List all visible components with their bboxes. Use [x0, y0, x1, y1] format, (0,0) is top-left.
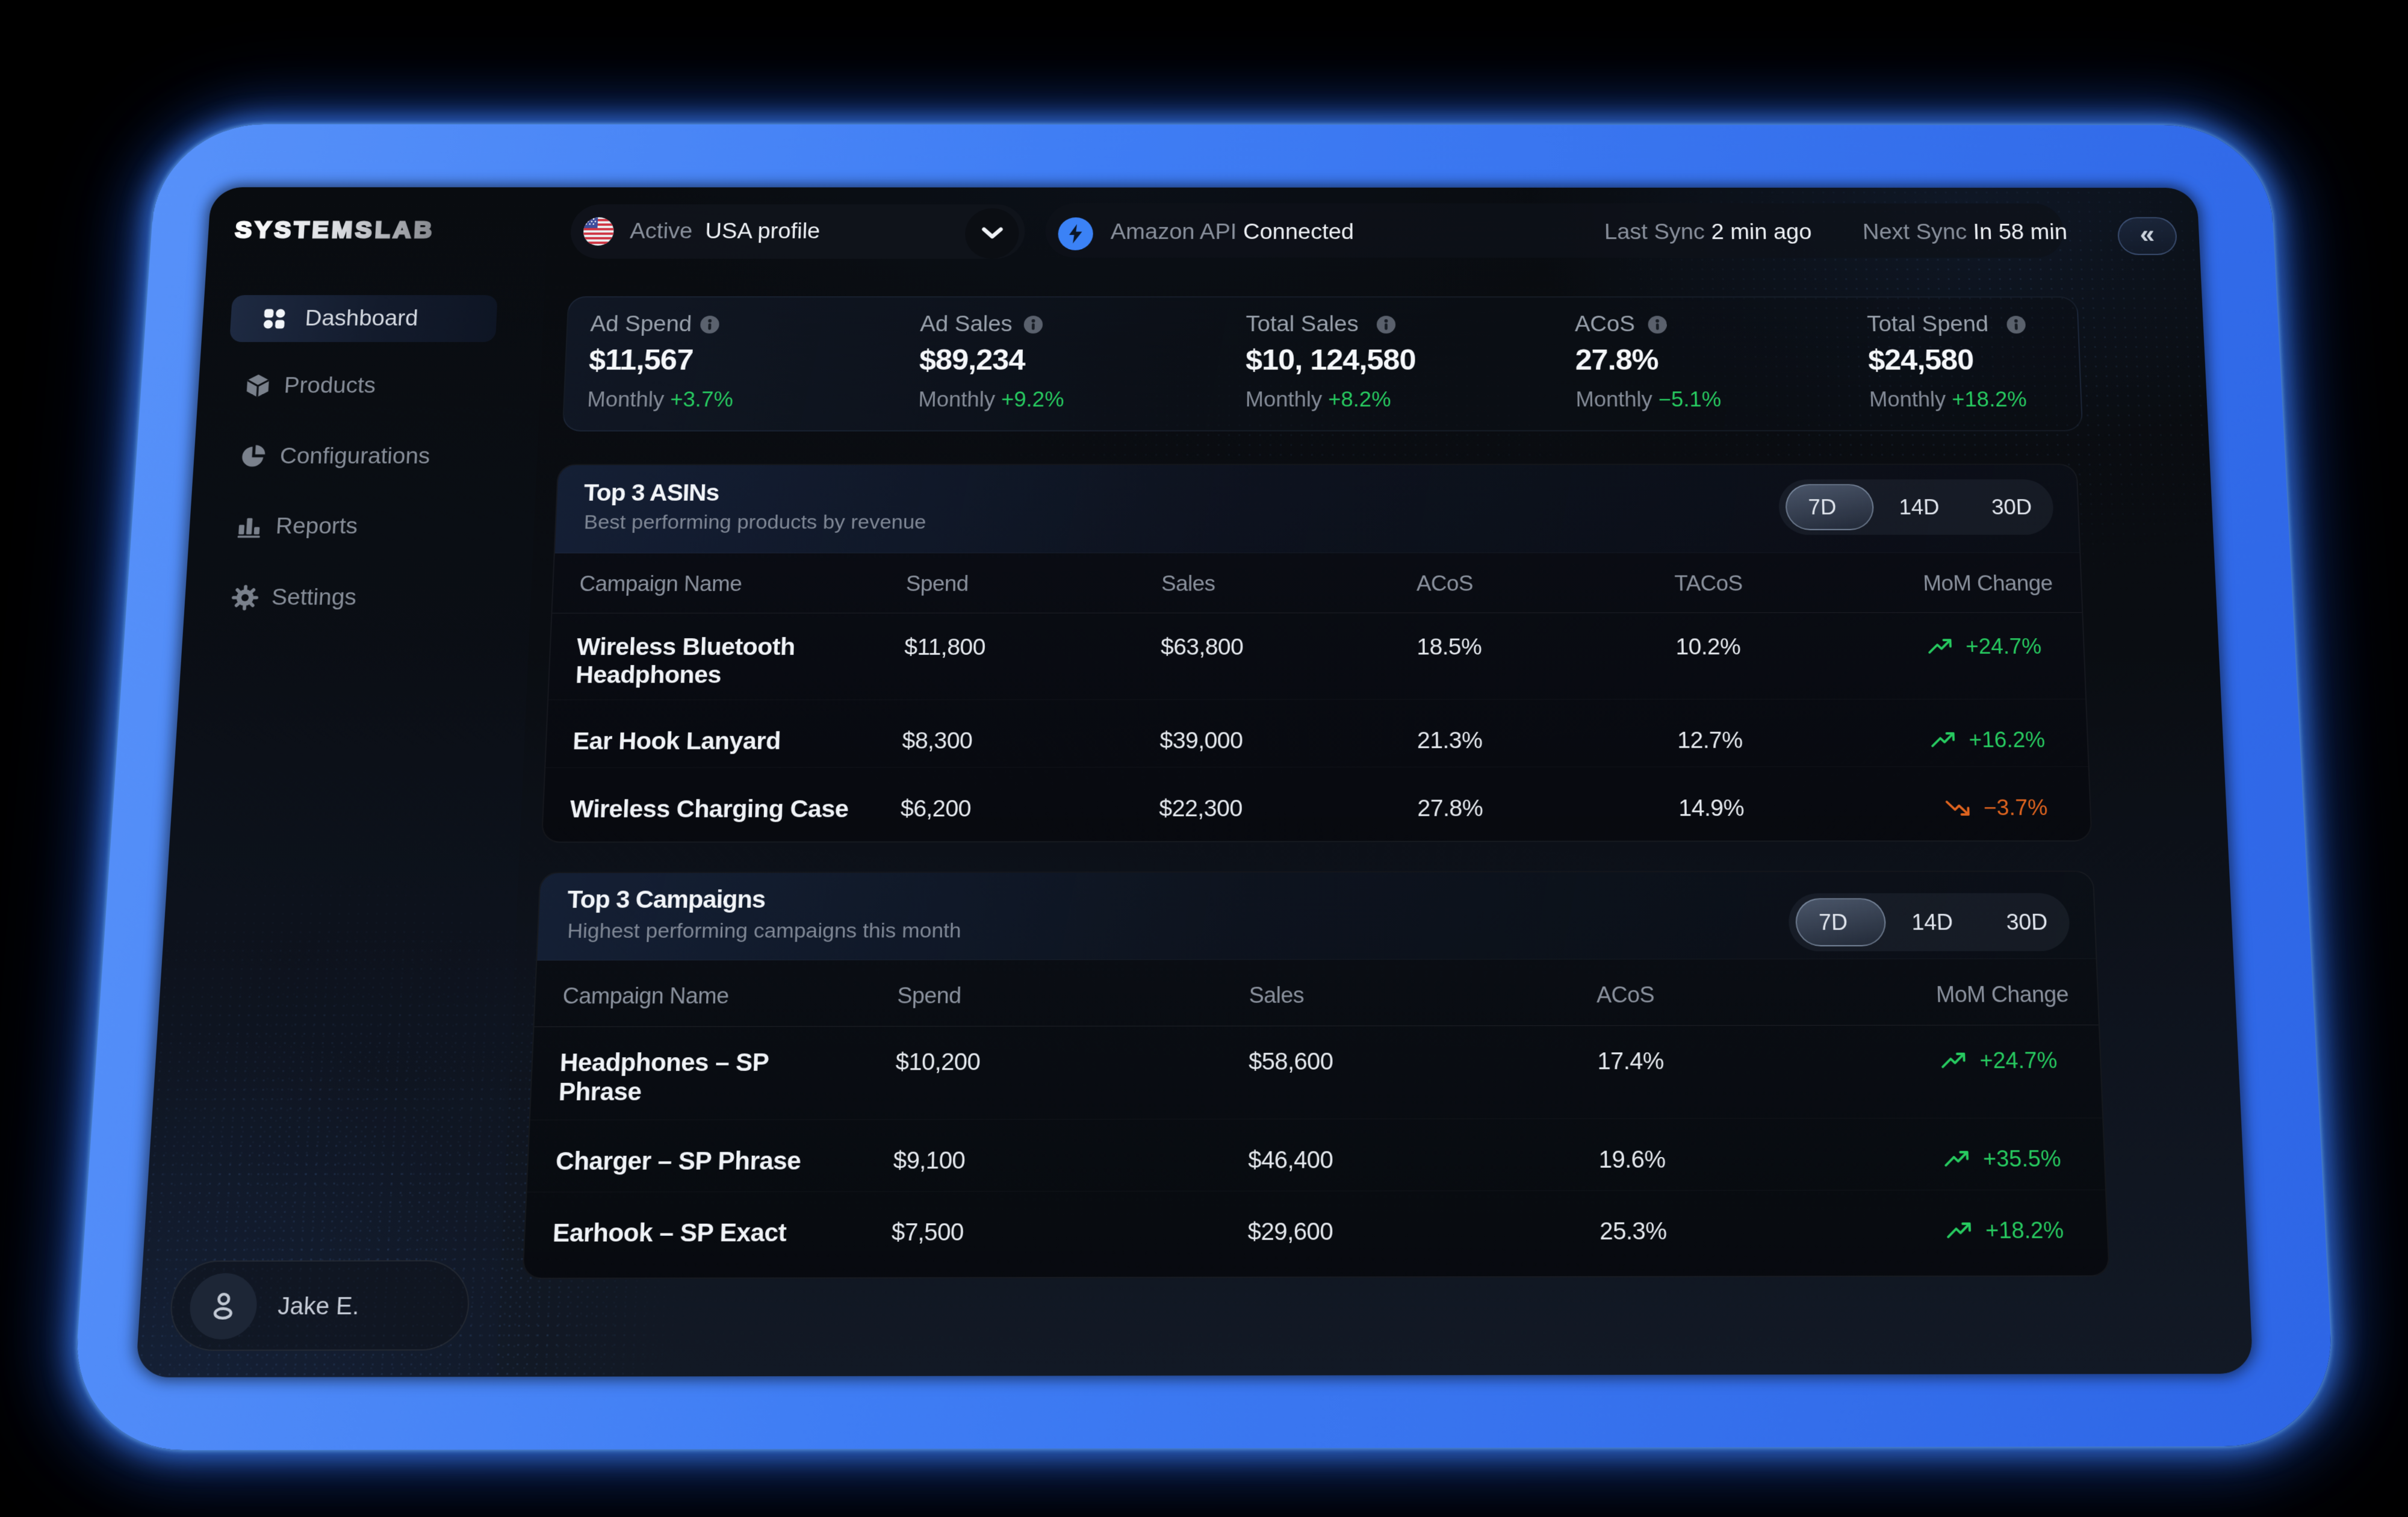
- svg-text:SYSTEMSLAB: SYSTEMSLAB: [234, 217, 435, 243]
